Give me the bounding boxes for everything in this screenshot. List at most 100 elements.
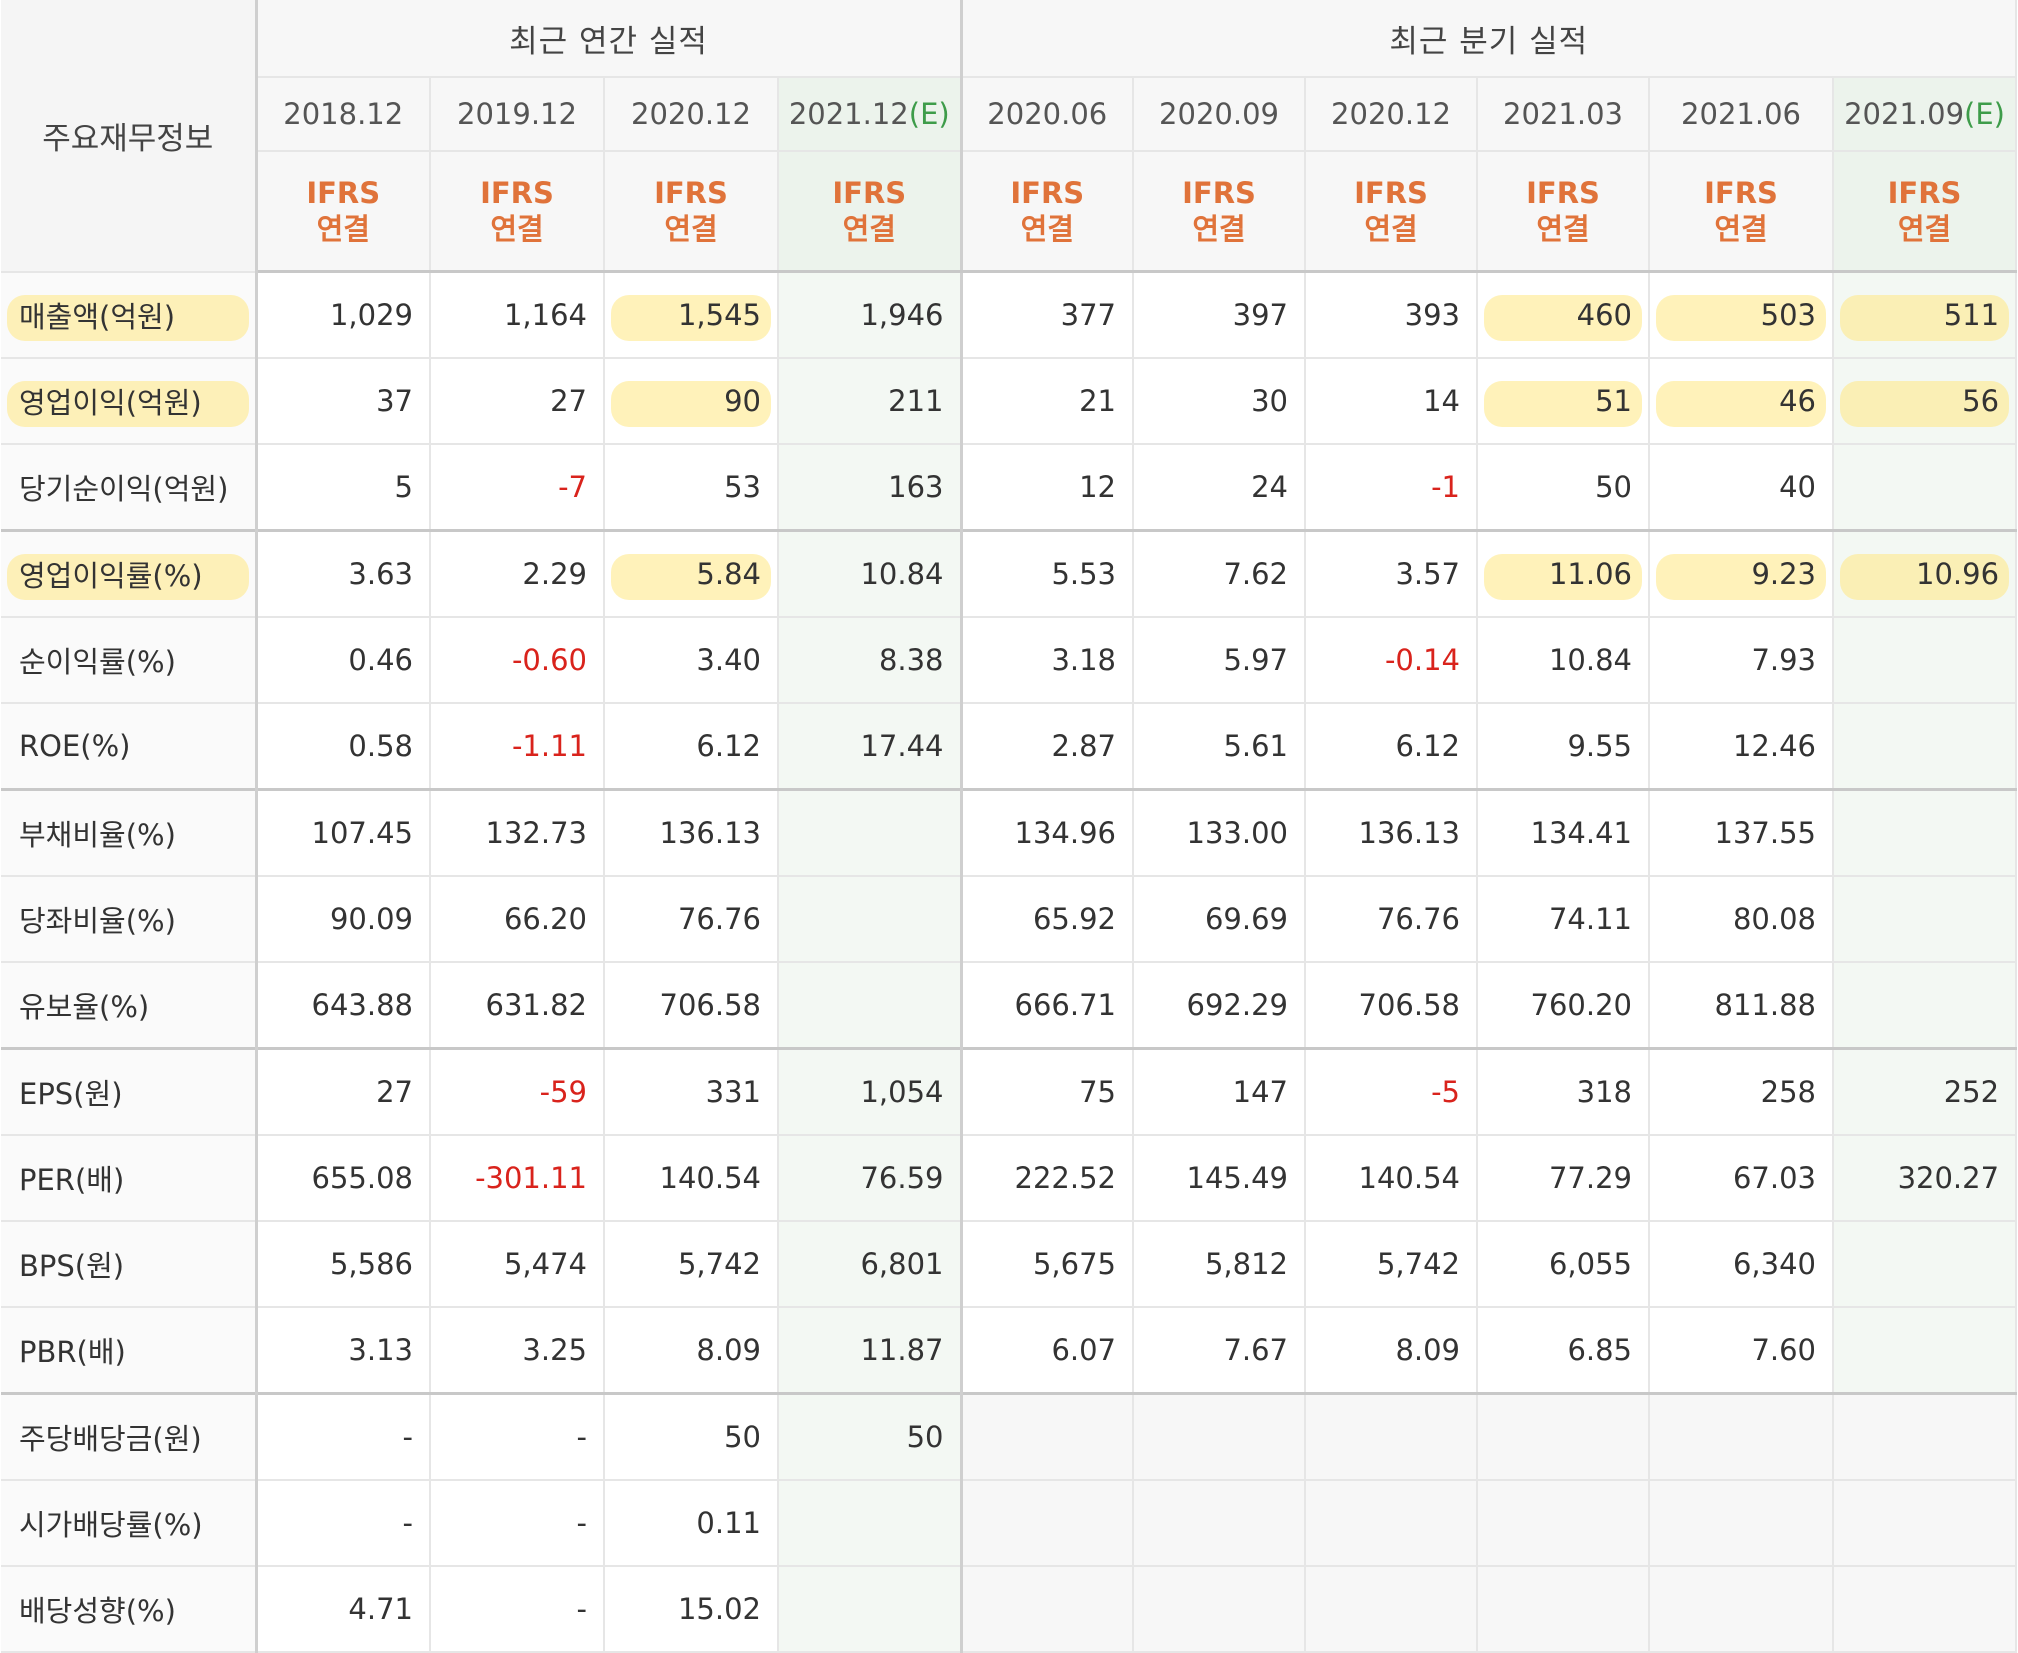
- annual-group-header: 최근 연간 실적: [256, 0, 963, 78]
- table-row: 영업이익률(%) 3.63 2.29 5.84 10.84 5.53 7.62 3.57 11.…: [1, 529, 2018, 618]
- period-label: 2021.12: [788, 97, 909, 131]
- value-cell: 145.49: [1133, 1135, 1307, 1222]
- value-cell: 30: [1133, 358, 1307, 445]
- period-header: 2020.12: [1305, 77, 1479, 152]
- period-label: 2018.12: [283, 97, 404, 131]
- value-cell: 5,742: [604, 1221, 779, 1308]
- cell-value: 1,029: [329, 298, 413, 332]
- cell-value: -5: [1431, 1075, 1461, 1109]
- ifrs-basis: IFRS 연결: [1477, 151, 1651, 273]
- value-cell: 811.88: [1649, 962, 1835, 1050]
- value-cell: 132.73: [430, 788, 605, 877]
- value-cell: 9.55: [1477, 703, 1651, 791]
- consolidated-label: 연결: [842, 212, 896, 246]
- cell-value: 3.13: [348, 1333, 413, 1367]
- value-cell: 5,742: [1305, 1221, 1479, 1308]
- value-cell: 760.20: [1477, 962, 1651, 1050]
- row-label: 영업이익률(%): [1, 529, 258, 618]
- row-label: 유보율(%): [1, 962, 258, 1050]
- value-cell: 6.12: [604, 703, 779, 791]
- corner-label: 주요재무정보: [42, 120, 214, 157]
- cell-value: 140.54: [1358, 1161, 1461, 1195]
- value-cell: 1,545: [604, 271, 779, 359]
- value-cell: 56: [1833, 358, 2018, 445]
- cell-value: -59: [539, 1075, 587, 1109]
- row-label-text: 당좌비율(%): [19, 904, 176, 938]
- value-cell: 4.71: [256, 1566, 431, 1653]
- consolidated-label: 연결: [664, 212, 718, 246]
- value-cell: [1305, 1566, 1479, 1653]
- period-header: 2020.09: [1133, 77, 1307, 152]
- value-cell: 3.57: [1305, 529, 1479, 618]
- value-cell: 6.12: [1305, 703, 1479, 791]
- value-cell: [1833, 617, 2018, 704]
- value-cell: -59: [430, 1047, 605, 1136]
- value-cell: 21: [961, 358, 1135, 445]
- table-row: 시가배당률(%) - - 0.11: [1, 1480, 2018, 1567]
- value-cell: 50: [1477, 444, 1651, 532]
- cell-value: -: [576, 1506, 587, 1540]
- value-cell: -: [430, 1566, 605, 1653]
- period-label: 2020.12: [1331, 97, 1451, 131]
- cell-value: 4.71: [348, 1592, 413, 1626]
- value-cell: [1833, 1480, 2018, 1567]
- value-cell: 692.29: [1133, 962, 1307, 1050]
- value-cell: 3.13: [256, 1307, 431, 1395]
- cell-value: 1,164: [503, 298, 587, 332]
- value-cell: [1833, 444, 2018, 532]
- row-label: BPS(원): [1, 1221, 258, 1308]
- cell-value: 252: [1943, 1075, 2000, 1109]
- value-cell: 40: [1649, 444, 1835, 532]
- value-cell: 2.29: [430, 529, 605, 618]
- row-label-text: 유보율(%): [19, 990, 150, 1024]
- period-header: 2021.06: [1649, 77, 1835, 152]
- cell-value: 21: [1079, 384, 1117, 418]
- value-cell: 133.00: [1133, 788, 1307, 877]
- value-cell: 51: [1477, 358, 1651, 445]
- corner-header: 주요재무정보: [1, 0, 258, 273]
- cell-value: 0.11: [696, 1506, 761, 1540]
- row-label: 영업이익(억원): [1, 358, 258, 445]
- value-cell: [961, 1566, 1135, 1653]
- ifrs-basis: IFRS 연결: [1305, 151, 1479, 273]
- cell-value: 222.52: [1014, 1161, 1117, 1195]
- value-cell: 643.88: [256, 962, 431, 1050]
- value-cell: 503: [1649, 271, 1835, 359]
- value-cell: 8.38: [778, 617, 963, 704]
- cell-value: 69.69: [1204, 902, 1289, 936]
- row-label: PER(배): [1, 1135, 258, 1222]
- value-cell: 24: [1133, 444, 1307, 532]
- value-cell: 74.11: [1477, 876, 1651, 963]
- cell-value: 706.58: [659, 988, 761, 1022]
- consolidated-label: 연결: [1536, 212, 1590, 246]
- value-cell: 0.11: [604, 1480, 779, 1567]
- value-cell: 11.06: [1477, 529, 1651, 618]
- ifrs-label: IFRS: [1182, 176, 1256, 210]
- value-cell: 76.76: [604, 876, 779, 963]
- value-cell: [961, 1392, 1135, 1481]
- table-row: 주당배당금(원) - - 50 50: [1, 1392, 2018, 1481]
- cell-value: 5,742: [1376, 1247, 1461, 1281]
- value-cell: 320.27: [1833, 1135, 2018, 1222]
- value-cell: [1649, 1566, 1835, 1653]
- cell-value: 77.29: [1548, 1161, 1633, 1195]
- cell-value: 2.29: [522, 557, 587, 591]
- row-label: ROE(%): [1, 703, 258, 791]
- value-cell: [1833, 703, 2018, 791]
- cell-value: 5.97: [1223, 643, 1289, 677]
- value-cell: -0.14: [1305, 617, 1479, 704]
- value-cell: [1833, 788, 2018, 877]
- quarterly-group-label: 최근 분기 실적: [1389, 23, 1589, 60]
- table-row: ROE(%) 0.58 -1.11 6.12 17.44 2.87 5.61 6.12 9.55…: [1, 703, 2018, 791]
- value-cell: -: [256, 1480, 431, 1567]
- value-cell: 140.54: [1305, 1135, 1479, 1222]
- consolidated-label: 연결: [1020, 212, 1074, 246]
- value-cell: 76.59: [778, 1135, 963, 1222]
- cell-value: -7: [558, 470, 587, 504]
- cell-value: 460: [1576, 298, 1633, 332]
- ifrs-label: IFRS: [1704, 176, 1778, 210]
- cell-value: 3.25: [522, 1333, 587, 1367]
- value-cell: 27: [256, 1047, 431, 1136]
- value-cell: 5.84: [604, 529, 779, 618]
- ifrs-label: IFRS: [1010, 176, 1085, 210]
